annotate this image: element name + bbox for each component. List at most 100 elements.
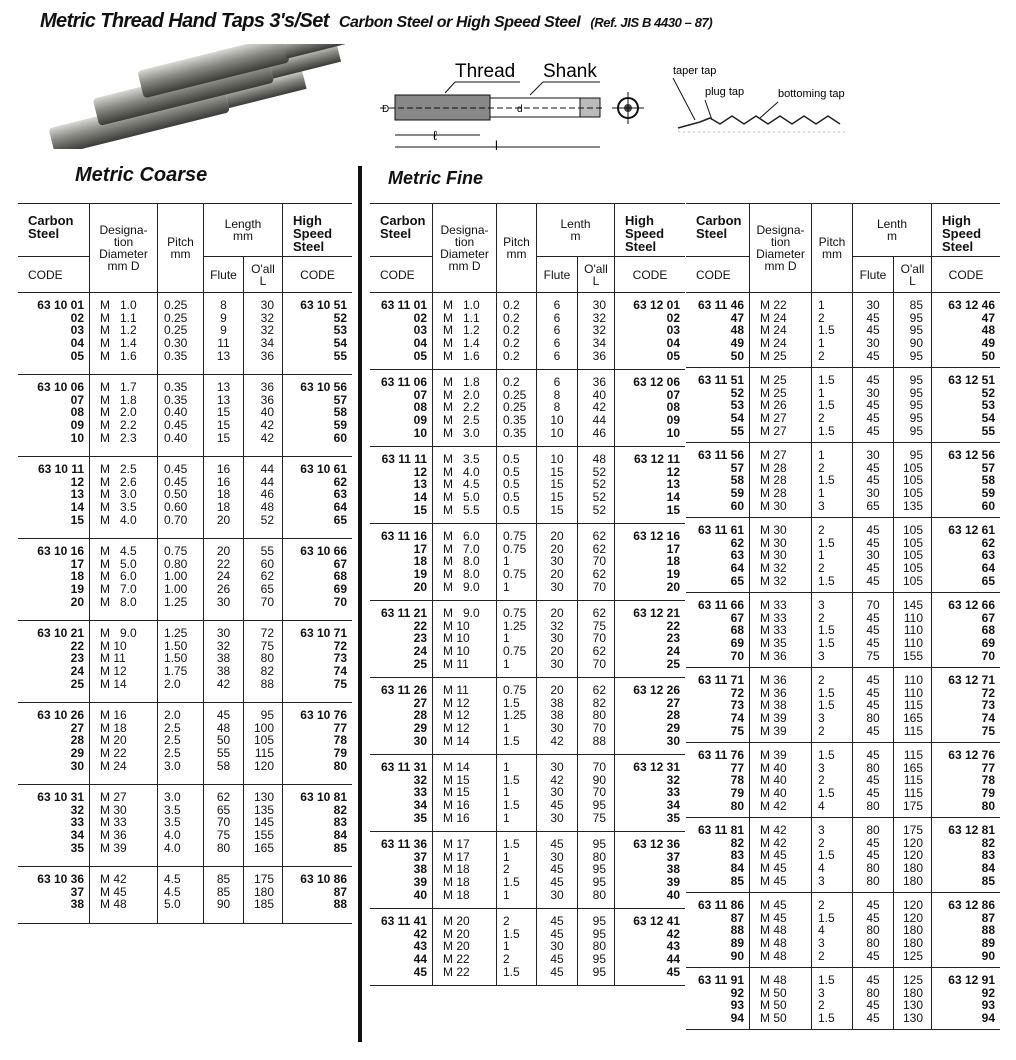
pitch-cell: 0.80 bbox=[164, 556, 188, 571]
carbon-code-cell: 38 bbox=[413, 862, 427, 877]
row-group: 63 11 91 92 93 94 M 48 M 50 M 50 M 50 1.5 3 2 1.5 45… bbox=[686, 968, 1000, 1031]
overall-length-cell: 155 bbox=[902, 648, 923, 663]
pitch-cell: 1 bbox=[503, 760, 510, 774]
overall-length-column: 36 40 42 44 46 bbox=[578, 370, 615, 446]
pitch-cell: 1 bbox=[503, 554, 510, 569]
carbon-code-cell: 04 bbox=[413, 336, 427, 351]
pitch-column: 0.2 0.2 0.2 0.2 0.2 bbox=[497, 293, 537, 369]
pitch-cell: 1 bbox=[503, 810, 510, 825]
hss-header: High Speed Steel bbox=[932, 204, 1000, 257]
flute-length-column: 30 32 38 38 42 bbox=[204, 621, 244, 702]
designation-cell: M 30 bbox=[760, 523, 787, 537]
flute-length-cell: 58 bbox=[216, 758, 231, 773]
overall-length-cell: 36 bbox=[260, 380, 274, 394]
hss-code-cell: 49 bbox=[981, 336, 995, 351]
overall-length-cell: 42 bbox=[592, 400, 606, 415]
carbon-code-column: 63 10 11 12 13 14 15 bbox=[18, 457, 90, 538]
overall-length-header: O'all L bbox=[578, 257, 615, 292]
carbon-code-cell: 63 11 16 bbox=[380, 529, 427, 543]
pitch-cell: 1.5 bbox=[818, 423, 835, 438]
hss-code-cell: 65 bbox=[333, 512, 347, 527]
pitch-cell: 1.5 bbox=[818, 698, 835, 713]
overall-length-cell: 52 bbox=[592, 502, 606, 517]
row-group: 63 11 26 27 28 29 30 M 11 M 12 M 12 M 12 M 14 0.75… bbox=[370, 678, 685, 755]
carbon-code-cell: 33 bbox=[70, 815, 84, 830]
pitch-cell: 4.0 bbox=[164, 828, 181, 843]
metric-fine-heading: Metric Fine bbox=[388, 168, 484, 188]
flute-length-cell: 55 bbox=[216, 746, 231, 761]
overall-length-column: 110 110 115 165 115 bbox=[894, 668, 932, 742]
pitch-cell: 0.75 bbox=[164, 544, 188, 558]
pitch-cell: 0.45 bbox=[164, 462, 188, 476]
overall-length-column: 62 75 70 62 70 bbox=[578, 601, 615, 677]
pitch-cell: 1.5 bbox=[818, 1011, 835, 1026]
overall-length-cell: 115 bbox=[903, 723, 923, 738]
hss-code-cell: 84 bbox=[333, 828, 347, 843]
overall-length-cell: 44 bbox=[260, 462, 274, 476]
carbon-code-cell: 15 bbox=[413, 502, 427, 517]
hss-code-cell: 85 bbox=[333, 840, 347, 855]
overall-length-column: 125 180 130 130 bbox=[894, 968, 932, 1030]
overall-length-cell: 82 bbox=[260, 664, 274, 679]
carbon-code-column: 63 10 36 37 38 bbox=[18, 867, 90, 923]
carbon-code-cell: 13 bbox=[70, 487, 84, 502]
hss-code-cell: 63 bbox=[333, 487, 347, 502]
carbon-code-cell: 63 11 06 bbox=[380, 375, 427, 389]
hss-code-cell: 88 bbox=[981, 923, 995, 938]
hss-code-cell: 25 bbox=[666, 656, 680, 671]
overall-length-cell: 55 bbox=[260, 544, 274, 558]
flute-length-cell: 30 bbox=[550, 785, 564, 800]
hss-code-cell: 63 10 56 bbox=[300, 380, 347, 394]
hss-code-cell: 63 10 61 bbox=[300, 462, 347, 476]
designation-column: M 22 M 24 M 24 M 24 M 25 bbox=[750, 293, 812, 367]
carbon-code-column: 63 11 06 07 08 09 10 bbox=[370, 370, 433, 446]
page-title: Metric Thread Hand Taps 3's/Set Carbon St… bbox=[40, 10, 713, 33]
designation-column: M 1.0 M 1.1 M 1.2 M 1.4 M 1.6 bbox=[90, 293, 158, 374]
designation-cell: M 42 bbox=[760, 823, 787, 837]
pitch-cell: 4.0 bbox=[164, 840, 181, 855]
hss-code-cell: 53 bbox=[981, 398, 995, 413]
designation-cell: M 27 bbox=[760, 423, 787, 438]
hss-code-cell: 13 bbox=[666, 477, 680, 492]
designation-cell: M 20 bbox=[443, 939, 470, 954]
overall-length-cell: 95 bbox=[260, 708, 274, 722]
designation-column: M 16 M 18 M 20 M 22 M 24 bbox=[90, 703, 158, 784]
hss-code-cell: 68 bbox=[333, 569, 347, 584]
hss-code-column: 63 10 56 57 58 59 60 bbox=[283, 375, 352, 456]
overall-length-cell: 100 bbox=[253, 720, 274, 735]
carbon-code-cell: 92 bbox=[730, 985, 744, 1000]
overall-length-cell: 95 bbox=[909, 423, 923, 438]
overall-length-cell: 135 bbox=[902, 498, 923, 513]
flute-length-cell: 45 bbox=[550, 964, 564, 979]
designation-cell: M 24 bbox=[100, 758, 127, 773]
flute-length-cell: 32 bbox=[550, 618, 564, 633]
pitch-cell: 0.30 bbox=[164, 336, 188, 351]
hss-code-cell: 59 bbox=[981, 486, 995, 501]
row-group: 63 11 21 22 23 24 25 M 9.0 M 10 M 10 M 10 M 11 0.7… bbox=[370, 601, 685, 678]
flute-length-cell: 30 bbox=[866, 486, 880, 501]
overall-length-cell: 70 bbox=[592, 760, 606, 774]
flute-length-column: 30 45 45 30 65 bbox=[853, 443, 894, 517]
row-group: 63 11 86 87 88 89 90 M 45 M 45 M 48 M 48 M 48 2 1.5… bbox=[686, 893, 1000, 968]
carbon-code-cell: 09 bbox=[413, 413, 427, 428]
designation-cell: M 33 bbox=[100, 815, 127, 830]
hss-code-cell: 08 bbox=[666, 400, 680, 415]
hss-code-cell: 83 bbox=[981, 848, 995, 863]
overall-length-cell: 180 bbox=[902, 873, 923, 888]
carbon-code-cell: 72 bbox=[730, 685, 744, 700]
hss-code-cell: 78 bbox=[333, 733, 347, 748]
hss-code-cell: 63 12 31 bbox=[633, 760, 680, 774]
flute-length-cell: 32 bbox=[216, 638, 231, 653]
designation-cell: M 10 bbox=[100, 638, 127, 653]
carbon-code-cell: 63 11 51 bbox=[697, 373, 744, 387]
flute-length-cell: 30 bbox=[550, 810, 564, 825]
designation-cell: M 45 bbox=[760, 910, 787, 925]
flute-length-cell: 11 bbox=[217, 336, 230, 351]
carbon-code-cell: 10 bbox=[70, 430, 84, 445]
overall-length-cell: 46 bbox=[260, 487, 274, 502]
row-group: 63 11 46 47 48 49 50 M 22 M 24 M 24 M 24 M 25 1 2 1.… bbox=[686, 293, 1000, 368]
pitch-cell: 0.5 bbox=[503, 490, 520, 505]
dim-D-label: D bbox=[382, 104, 389, 115]
pitch-column: 1.5 3 2 1.5 4 bbox=[812, 743, 853, 817]
flute-length-cell: 15 bbox=[216, 430, 231, 445]
